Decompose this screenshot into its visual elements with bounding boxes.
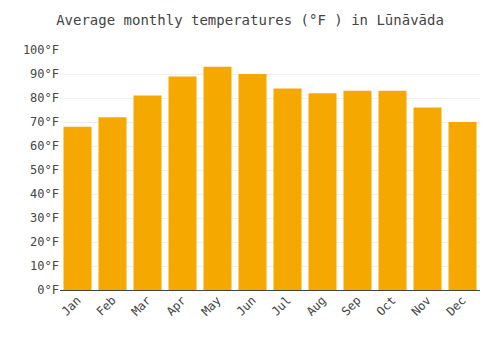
svg-text:10°F: 10°F [30,259,59,273]
svg-text:100°F: 100°F [23,43,59,57]
svg-text:0°F: 0°F [37,283,59,297]
svg-text:Average monthly temperatures (: Average monthly temperatures (°F ) in Lū… [56,12,444,28]
svg-text:80°F: 80°F [30,91,59,105]
svg-text:50°F: 50°F [30,163,59,177]
svg-text:Dec: Dec [444,293,469,318]
svg-text:70°F: 70°F [30,115,59,129]
svg-text:Jun: Jun [234,293,259,318]
svg-text:Oct: Oct [374,293,399,318]
svg-text:Sep: Sep [339,293,364,318]
svg-text:30°F: 30°F [30,211,59,225]
svg-text:40°F: 40°F [30,187,59,201]
svg-text:20°F: 20°F [30,235,59,249]
svg-text:Jan: Jan [59,293,84,318]
svg-text:90°F: 90°F [30,67,59,81]
svg-text:Mar: Mar [129,293,154,318]
svg-text:60°F: 60°F [30,139,59,153]
svg-text:Jul: Jul [269,293,294,318]
svg-text:Apr: Apr [164,293,189,318]
svg-text:May: May [199,293,224,318]
svg-text:Nov: Nov [409,293,434,318]
svg-text:Aug: Aug [304,293,329,318]
svg-text:Feb: Feb [94,293,119,318]
